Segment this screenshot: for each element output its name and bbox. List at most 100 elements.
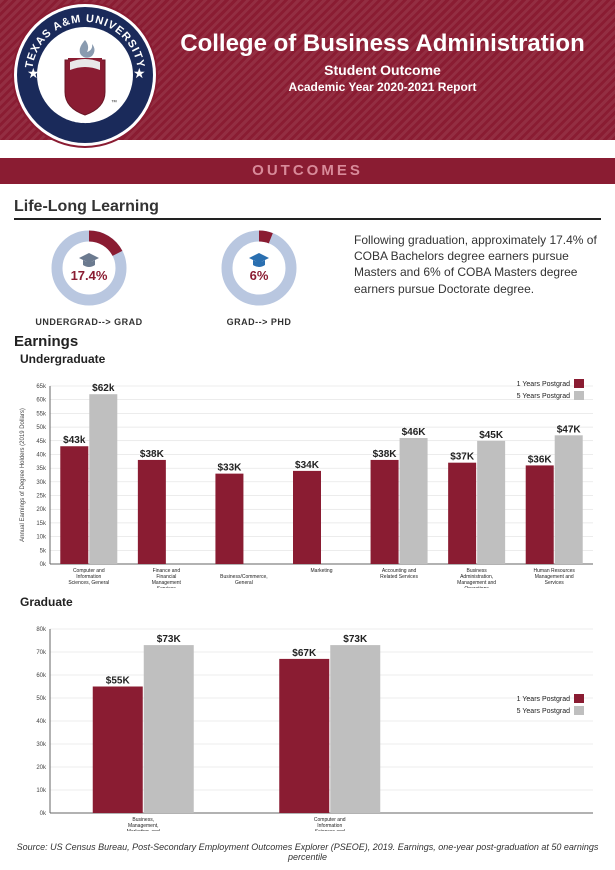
svg-text:$34K: $34K [295,460,320,471]
bar-1yr [215,474,243,564]
svg-text:40k: 40k [36,719,47,725]
section-title-earnings: Earnings [14,333,601,350]
svg-text:0k: 0k [40,811,47,817]
svg-text:$38K: $38K [140,449,165,460]
donut-caption-1: UNDERGRAD--> GRAD [14,317,164,327]
header-subtitle-2: Academic Year 2020-2021 Report [170,80,595,94]
svg-text:$37K: $37K [450,452,475,463]
bar-1yr [93,687,143,814]
subsection-graduate: Graduate [20,595,601,609]
svg-text:★: ★ [133,65,146,81]
donut-chart-1: 17.4% [44,228,134,308]
svg-text:10k: 10k [36,535,47,541]
source-footnote: Source: US Census Bureau, Post-Secondary… [0,838,615,870]
svg-text:$55K: $55K [106,676,131,687]
bar-5yr [400,438,428,564]
lifelong-row: 17.4% UNDERGRAD--> GRAD 6% GRAD--> PHD F… [14,228,601,327]
header-subtitle-1: Student Outcome [170,62,595,78]
svg-text:$47K: $47K [557,424,582,435]
section-title-lifelong: Life-Long Learning [14,198,601,216]
bar-1yr [371,460,399,564]
svg-text:50k: 50k [36,425,47,431]
svg-text:™: ™ [111,99,117,106]
bar-5yr [555,435,583,564]
svg-text:6%: 6% [250,268,269,283]
svg-text:25k: 25k [36,494,47,500]
section-banner-outcomes: OUTCOMES [0,158,615,184]
chart-legend: 1 Years Postgrad 5 Years Postgrad [517,379,584,400]
bar-1yr [448,463,476,564]
svg-text:$33K: $33K [217,463,242,474]
svg-text:Sciences and: Sciences and [315,829,345,831]
svg-text:Operations: Operations [464,586,489,588]
undergrad-bar-chart: 0k 5k 10k 15k 20k 25k 30k 35k 40k 45k 50k 55k 60k 65k… [14,368,599,588]
svg-text:5 Years Postgrad: 5 Years Postgrad [517,708,570,715]
svg-text:★: ★ [27,65,40,81]
bar-1yr [293,471,321,564]
chart-legend: 1 Years Postgrad 5 Years Postgrad [517,694,584,715]
header: College of Business Administration Stude… [0,0,615,140]
svg-text:Annual Earnings of Degree Hold: Annual Earnings of Degree Holders (2019 … [20,408,26,542]
svg-text:Related Services: Related Services [380,574,418,580]
grad-cap-icon [79,253,99,267]
svg-text:60k: 60k [36,398,47,404]
svg-text:$73K: $73K [157,634,182,645]
svg-text:General: General [235,580,253,586]
grad-cap-icon [249,253,269,267]
svg-text:10k: 10k [36,788,47,794]
svg-text:5 Years Postgrad: 5 Years Postgrad [517,393,570,400]
svg-text:20k: 20k [36,507,47,513]
svg-text:1 Years Postgrad: 1 Years Postgrad [517,381,570,388]
graduate-bar-chart: 0k10k20k30k40k50k60k70k80k$55K$73KBusine… [14,611,599,831]
svg-text:Services: Services [545,580,565,586]
svg-text:55k: 55k [36,411,47,417]
donut-undergrad-to-grad: 17.4% UNDERGRAD--> GRAD [14,228,164,327]
university-seal-icon: TEXAS A&M UNIVERSITY CENTRAL TEXAS ★ ★ ™ [10,0,160,150]
bar-1yr [526,465,554,564]
svg-text:40k: 40k [36,452,47,458]
svg-text:1 Years Postgrad: 1 Years Postgrad [517,696,570,703]
subsection-undergraduate: Undergraduate [20,352,601,366]
svg-text:$43k: $43k [63,435,86,446]
svg-text:Services: Services [157,586,177,588]
undergrad-chart: 0k 5k 10k 15k 20k 25k 30k 35k 40k 45k 50k 55k 60k 65k… [14,368,601,593]
donut-chart-2: 6% [214,228,304,308]
svg-text:$62k: $62k [92,383,115,394]
bar-5yr [89,394,117,564]
svg-text:80k: 80k [36,627,47,633]
donut-grad-to-phd: 6% GRAD--> PHD [184,228,334,327]
svg-text:20k: 20k [36,765,47,771]
svg-text:15k: 15k [36,521,47,527]
svg-text:30k: 30k [36,742,47,748]
svg-text:70k: 70k [36,650,47,656]
bar-5yr [477,441,505,564]
grad-chart: 0k10k20k30k40k50k60k70k80k$55K$73KBusine… [14,611,601,836]
svg-text:$38K: $38K [373,449,398,460]
bar-5yr [330,645,380,813]
svg-text:$45K: $45K [479,430,504,441]
donut-caption-2: GRAD--> PHD [184,317,334,327]
svg-text:45k: 45k [36,439,47,445]
svg-text:Marketing: Marketing [311,568,333,574]
section-rule [14,218,601,220]
svg-text:17.4%: 17.4% [71,268,108,283]
svg-text:0k: 0k [40,562,47,568]
bar-1yr [60,446,88,564]
svg-text:60k: 60k [36,673,47,679]
bar-1yr [138,460,166,564]
report-page: College of Business Administration Stude… [0,0,615,870]
svg-text:5k: 5k [40,548,47,554]
bar-1yr [279,659,329,813]
svg-text:Marketing, and: Marketing, and [127,829,160,831]
svg-text:$73K: $73K [343,634,368,645]
svg-text:$67K: $67K [292,648,317,659]
svg-text:Sciences, General: Sciences, General [68,580,109,586]
svg-text:$36K: $36K [528,454,553,465]
svg-text:$46K: $46K [402,427,427,438]
header-title: College of Business Administration [170,30,595,58]
svg-text:65k: 65k [36,384,47,390]
svg-text:35k: 35k [36,466,47,472]
bar-5yr [144,645,194,813]
lifelong-paragraph: Following graduation, approximately 17.4… [354,228,601,297]
svg-text:30k: 30k [36,480,47,486]
